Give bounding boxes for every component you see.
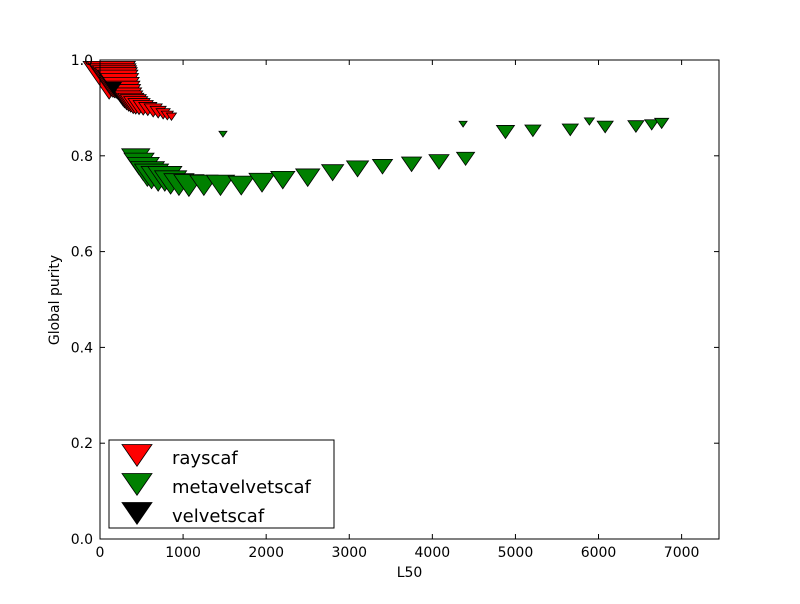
metavelvetscaf-point-24	[561, 123, 580, 137]
series-velvetscaf	[104, 81, 123, 95]
x-tick-label: 2000	[248, 545, 284, 561]
axes-frame	[99, 59, 720, 540]
metavelvetscaf-point-15	[294, 168, 321, 188]
series-rayscaf	[82, 60, 178, 122]
y-tick-label: 0.4	[71, 340, 93, 356]
y-tick-label: 0.0	[71, 532, 93, 548]
metavelvetscaf-point-17	[345, 160, 370, 178]
legend-label-metavelvetscaf: metavelvetscaf	[172, 477, 312, 498]
metavelvetscaf-point-30	[458, 120, 468, 128]
y-tick-label: 0.8	[71, 149, 93, 165]
legend-marker-metavelvetscaf	[121, 473, 153, 496]
metavelvetscaf-point-23	[524, 124, 542, 138]
metavelvetscaf-point-20	[428, 154, 450, 170]
legend-label-rayscaf: rayscaf	[172, 448, 238, 469]
legend-marker-rayscaf	[121, 444, 153, 467]
legend-marker-velvetscaf	[121, 502, 153, 525]
metavelvetscaf-point-14	[270, 170, 296, 190]
y-tick-label: 1.0	[71, 53, 93, 69]
marks-layer	[82, 60, 670, 198]
metavelvetscaf-point-25	[596, 120, 614, 134]
legend-box	[108, 439, 335, 529]
legend-items: rayscaf metavelvetscaf velvetscaf	[121, 444, 312, 527]
metavelvetscaf-point-12	[227, 175, 256, 196]
y-axis-label: Global purity	[47, 255, 63, 345]
metavelvetscaf-point-29	[583, 117, 596, 126]
legend-label-velvetscaf: velvetscaf	[172, 506, 265, 527]
metavelvetscaf-point-22	[495, 125, 516, 140]
x-tick-label: 6000	[581, 545, 617, 561]
metavelvetscaf-point-19	[400, 156, 423, 173]
x-tick-label: 4000	[415, 545, 451, 561]
velvetscaf-point-0	[104, 81, 123, 95]
x-tick-label: 7000	[664, 545, 700, 561]
y-tick-label: 0.6	[71, 245, 93, 261]
x-tick-label: 3000	[331, 545, 367, 561]
metavelvetscaf-point-13	[248, 172, 276, 193]
x-tick-label: 0	[96, 545, 105, 561]
metavelvetscaf-point-18	[371, 159, 394, 175]
rayscaf-point-22	[165, 112, 178, 122]
metavelvetscaf-point-21	[455, 151, 476, 167]
ticks-layer: 0 1000 2000 3000 4000 5000 6000 7000 0.0 0.2 0.4 0.…	[71, 53, 719, 561]
legend: rayscaf metavelvetscaf velvetscaf	[108, 439, 335, 529]
metavelvetscaf-point-31	[218, 130, 228, 138]
metavelvetscaf-point-27	[643, 119, 660, 131]
x-tick-label: 1000	[165, 545, 201, 561]
y-tick-label: 0.2	[71, 436, 93, 452]
metavelvetscaf-point-16	[320, 164, 345, 182]
metavelvetscaf-point-28	[653, 117, 670, 130]
x-tick-label: 5000	[498, 545, 534, 561]
metavelvetscaf-point-11	[205, 174, 236, 197]
x-axis-label: L50	[397, 565, 423, 581]
metavelvetscaf-point-26	[627, 120, 645, 133]
series-metavelvetscaf	[120, 117, 670, 198]
